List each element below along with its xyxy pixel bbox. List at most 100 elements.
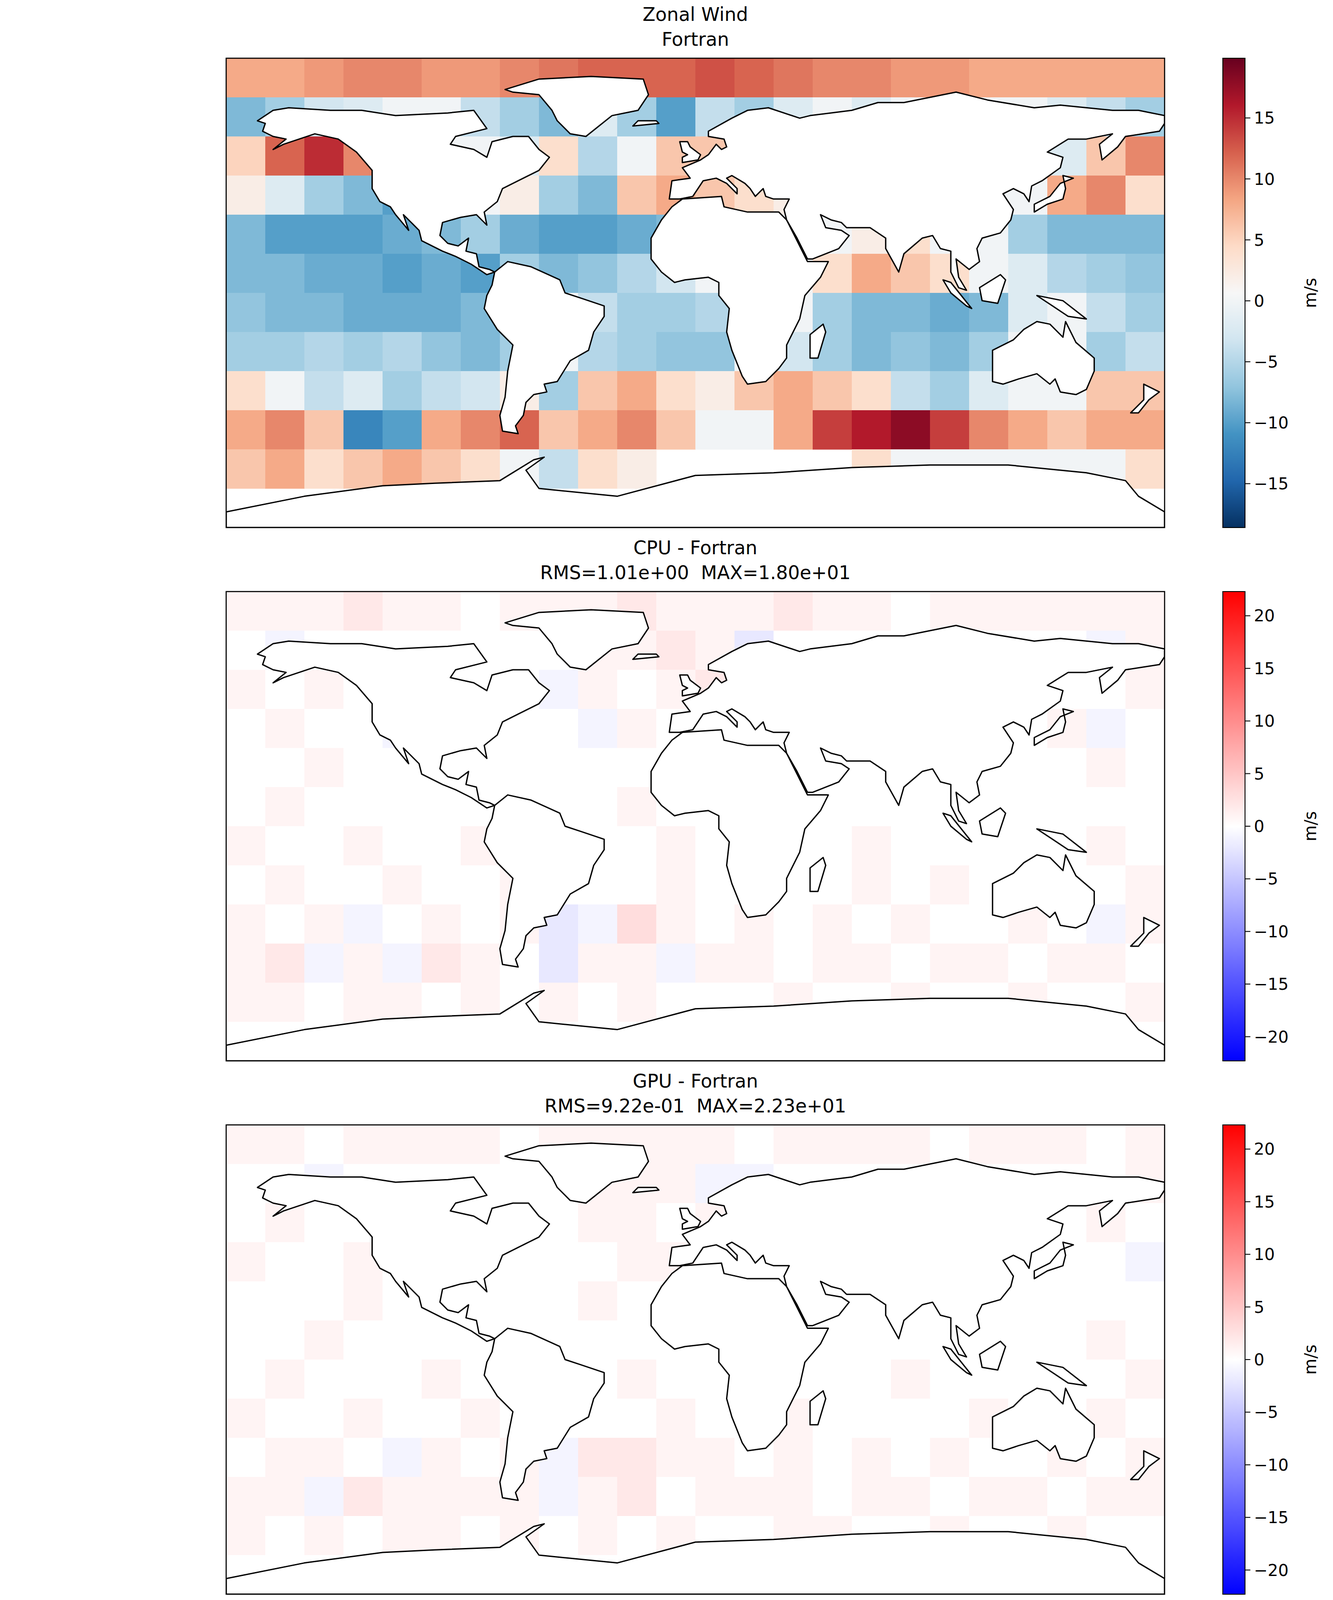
cell bbox=[890, 943, 931, 983]
cell bbox=[773, 410, 814, 450]
cell bbox=[460, 1124, 501, 1165]
cell bbox=[226, 371, 266, 411]
cell bbox=[538, 1476, 579, 1517]
cell bbox=[382, 1476, 423, 1517]
cell bbox=[929, 943, 970, 983]
cell bbox=[773, 904, 814, 944]
cell bbox=[265, 371, 305, 411]
cell bbox=[812, 591, 853, 631]
panel: CPU - FortranRMS=1.01e+00 MAX=1.80e+01−2… bbox=[226, 536, 1321, 1062]
cell bbox=[890, 591, 931, 631]
colorbar-tick-label: 5 bbox=[1253, 764, 1265, 784]
cell bbox=[851, 826, 892, 866]
cell bbox=[382, 982, 423, 1022]
figure: Zonal WindFortran−15−10−5051015m/sCPU - … bbox=[0, 0, 1333, 1600]
cell bbox=[382, 292, 423, 333]
cell bbox=[265, 1398, 305, 1438]
coastline bbox=[979, 807, 1006, 837]
cell bbox=[656, 943, 696, 983]
cell bbox=[226, 136, 266, 176]
cell bbox=[1008, 747, 1048, 788]
cell bbox=[969, 591, 1009, 631]
cell bbox=[578, 1320, 618, 1360]
cell bbox=[1008, 591, 1048, 631]
coastline bbox=[810, 323, 826, 358]
cell bbox=[656, 865, 696, 905]
cell bbox=[382, 786, 423, 827]
cell bbox=[1008, 943, 1048, 983]
cell bbox=[421, 253, 462, 294]
cell bbox=[382, 826, 423, 866]
cell bbox=[617, 1320, 657, 1360]
colorbar: −20−15−10−505101520m/s bbox=[1222, 1124, 1321, 1594]
coastline bbox=[1034, 175, 1074, 212]
map-frame bbox=[226, 1124, 1165, 1594]
coastline bbox=[979, 274, 1006, 304]
cell bbox=[1086, 1281, 1126, 1321]
coastline bbox=[1034, 1241, 1074, 1279]
cell bbox=[304, 371, 344, 411]
cell bbox=[890, 58, 931, 98]
cell bbox=[304, 1281, 344, 1321]
cell bbox=[382, 1398, 423, 1438]
coastline bbox=[632, 120, 659, 127]
cell bbox=[538, 982, 579, 1022]
cell bbox=[226, 591, 266, 631]
cell bbox=[265, 1124, 305, 1165]
cell bbox=[695, 1437, 735, 1477]
cell bbox=[851, 1476, 892, 1517]
map-background bbox=[226, 1124, 1165, 1594]
cell bbox=[304, 982, 344, 1022]
cell bbox=[1086, 58, 1126, 98]
colorbar-tick-label: 15 bbox=[1253, 1192, 1275, 1212]
cell bbox=[1125, 865, 1165, 905]
cell bbox=[304, 826, 344, 866]
cell bbox=[538, 449, 579, 489]
cell bbox=[617, 410, 657, 450]
colorbar-tick-label: −10 bbox=[1253, 921, 1289, 942]
cell bbox=[656, 1437, 696, 1477]
cell bbox=[1008, 253, 1048, 294]
colorbar-tick-label: 20 bbox=[1253, 1139, 1275, 1159]
cell bbox=[1086, 292, 1126, 333]
cell bbox=[1086, 786, 1126, 827]
colorbar-tick-label: 20 bbox=[1253, 606, 1275, 626]
cell bbox=[929, 1124, 970, 1165]
cell bbox=[343, 1281, 384, 1321]
subtitle: RMS=9.22e-01 MAX=2.23e+01 bbox=[544, 1094, 847, 1117]
cell bbox=[812, 1437, 853, 1477]
cell bbox=[851, 253, 892, 294]
cell bbox=[890, 1476, 931, 1517]
coastline bbox=[979, 1340, 1006, 1370]
cell bbox=[304, 591, 344, 631]
cell bbox=[226, 1398, 266, 1438]
cell bbox=[1086, 826, 1126, 866]
cell bbox=[265, 1437, 305, 1477]
cell bbox=[617, 943, 657, 983]
cell bbox=[226, 1202, 266, 1243]
cell bbox=[929, 331, 970, 372]
cell bbox=[851, 410, 892, 450]
cell bbox=[226, 97, 266, 137]
cell bbox=[851, 292, 892, 333]
cell bbox=[617, 1515, 657, 1556]
cell bbox=[460, 331, 501, 372]
cell bbox=[812, 904, 853, 944]
cell bbox=[382, 410, 423, 450]
cell bbox=[343, 747, 384, 788]
cell bbox=[695, 943, 735, 983]
colorbar-tick bbox=[1245, 1306, 1251, 1308]
cell bbox=[1086, 1359, 1126, 1399]
colorbar-tick-label: −15 bbox=[1253, 974, 1289, 994]
cell bbox=[1047, 1281, 1087, 1321]
land bbox=[226, 1142, 1165, 1594]
colorbar-tick bbox=[1245, 300, 1251, 302]
cell bbox=[578, 904, 618, 944]
coastline bbox=[226, 1523, 1165, 1594]
colorbar-tick-label: 10 bbox=[1253, 711, 1275, 731]
cell bbox=[656, 630, 696, 671]
cell bbox=[812, 58, 853, 98]
cell bbox=[851, 591, 892, 631]
cell bbox=[343, 591, 384, 631]
cell bbox=[226, 669, 266, 710]
